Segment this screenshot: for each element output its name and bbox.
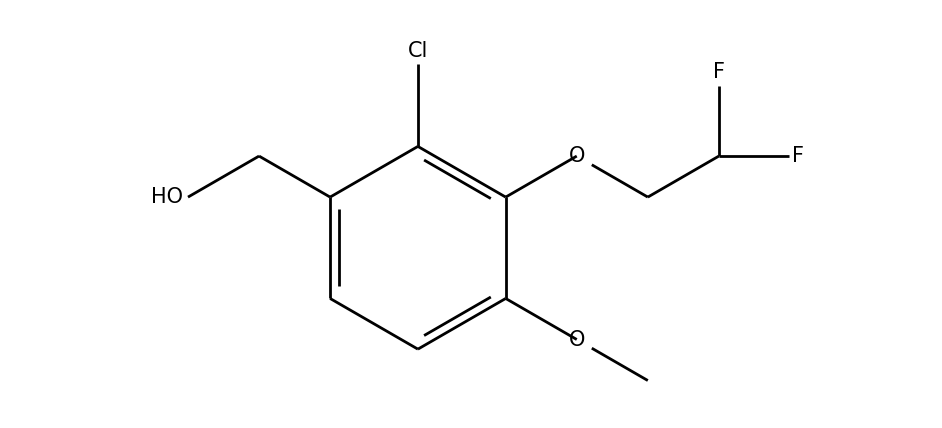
Text: O: O xyxy=(569,146,585,166)
Text: O: O xyxy=(569,330,585,350)
Text: HO: HO xyxy=(151,187,183,207)
Text: F: F xyxy=(792,146,804,166)
Text: Cl: Cl xyxy=(408,41,428,60)
Text: F: F xyxy=(713,62,725,83)
